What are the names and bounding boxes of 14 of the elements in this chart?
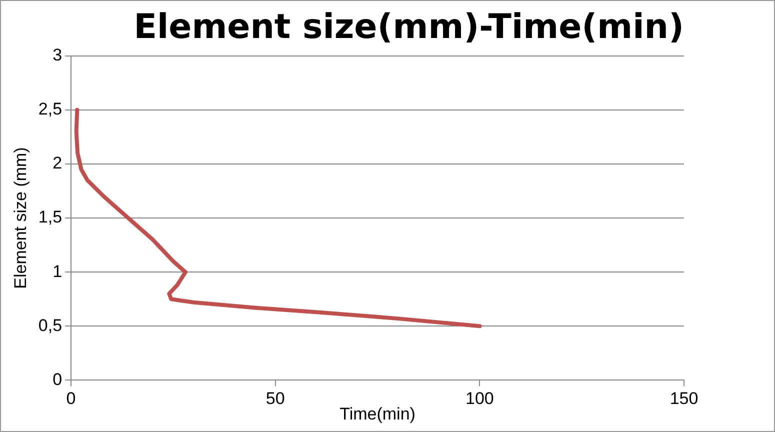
x-tick-label: 150 [670,389,698,408]
y-tick-label: 1 [52,262,62,281]
y-tick-label: 1,5 [38,208,62,227]
y-axis-title: Element size (mm) [10,147,30,289]
y-tick-label: 2 [52,154,62,173]
chart-title: Element size(mm)-Time(min) [134,7,684,48]
y-tick-label: 2,5 [38,100,62,119]
x-tick-label: 50 [266,389,285,408]
x-tick-label: 0 [66,389,76,408]
y-tick-label: 3 [52,45,62,64]
y-tick-label: 0 [52,370,62,389]
x-tick-label: 100 [465,389,494,408]
x-axis-title: Time(min) [340,404,416,424]
y-tick-label: 0,5 [38,316,62,335]
